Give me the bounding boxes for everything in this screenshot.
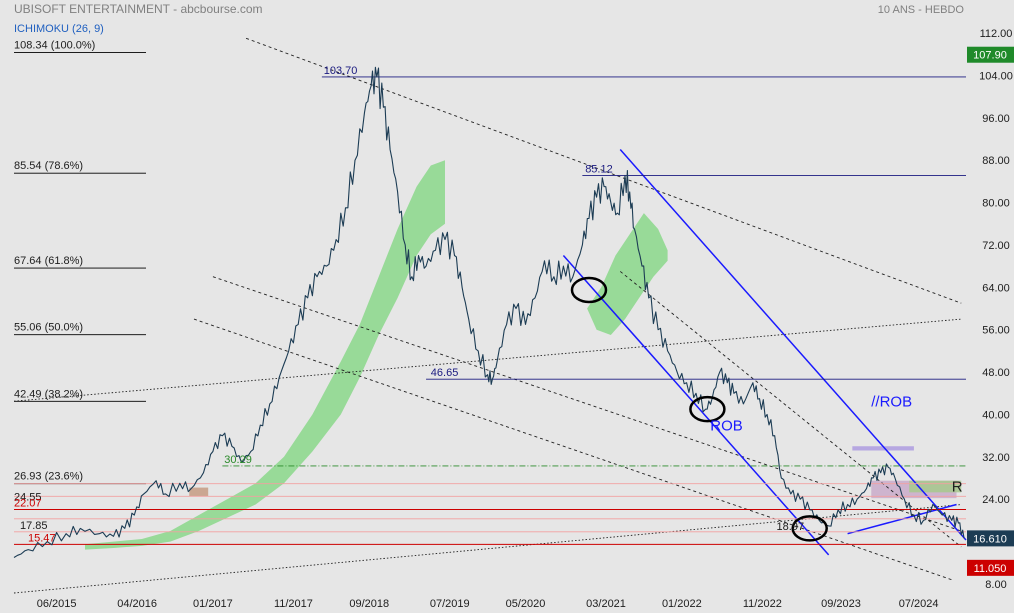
x-tick-label: 11/2017 — [274, 598, 313, 610]
x-tick-label: 09/2023 — [821, 598, 861, 610]
price-badge — [967, 530, 1014, 547]
level-label: 17.85 — [20, 520, 48, 532]
highlight-circle — [570, 276, 608, 304]
uptrend-dotted-upper — [13, 318, 962, 402]
annotation-label: R — [952, 478, 963, 495]
chart-layers: 108.34 (100.0%) 85.54 (78.6%) 67.64 (61.8%… — [13, 28, 1014, 610]
uptrend-dotted-lower — [13, 504, 962, 594]
x-tick-label: 07/2019 — [430, 598, 470, 610]
level-label: 15.47 — [28, 532, 56, 544]
level-label: 24.55 — [14, 491, 42, 503]
fib-label: 85.54 (78.6%) — [14, 160, 83, 172]
rob-channel-lower — [562, 255, 830, 556]
y-tick-label: 48.00 — [982, 367, 1010, 379]
x-tick-label: 05/2020 — [506, 598, 546, 610]
fib-label: 67.64 (61.8%) — [14, 255, 83, 267]
y-tick-label: 104.00 — [979, 70, 1013, 82]
downtrend-dashed-lower — [193, 318, 952, 581]
y-tick-label: 64.00 — [982, 282, 1010, 294]
rob-channel-upper — [619, 149, 967, 541]
fib-label: 55.06 (50.0%) — [14, 322, 83, 334]
x-tick-label: 11/2022 — [743, 598, 782, 610]
y-tick-label: 112.00 — [980, 28, 1013, 40]
chart-title: UBISOFT ENTERTAINMENT - abcbourse.com — [14, 2, 263, 16]
x-tick-label: 04/2016 — [117, 598, 157, 610]
level-label: 30.29 — [224, 454, 252, 466]
price-badge-text: 11.050 — [974, 563, 1007, 575]
x-tick-label: 06/2015 — [37, 598, 77, 610]
level-label: 22.07 — [14, 497, 42, 509]
indicator-label: ICHIMOKU (26, 9) — [14, 23, 104, 35]
y-tick-label: 72.00 — [982, 240, 1010, 252]
level-label: 18.97 — [777, 521, 805, 533]
price-badge — [967, 559, 1014, 576]
y-tick-label: 40.00 — [982, 409, 1010, 421]
highlight-circle — [791, 515, 828, 542]
y-tick-label: 96.00 — [982, 113, 1010, 125]
y-tick-label: 88.00 — [982, 155, 1010, 167]
price-badge-text: 16.610 — [973, 533, 1007, 545]
labels-layer: 108.34 (100.0%) 85.54 (78.6%) 67.64 (61.8%… — [14, 39, 963, 544]
ichimoku-cloud-2024-green — [909, 480, 962, 493]
ichimoku-cloud — [85, 160, 445, 550]
downtrend-dashed-inner — [619, 271, 962, 548]
y-tick-label: 8.00 — [985, 579, 1006, 591]
highlight-circle — [689, 395, 726, 423]
x-tick-label: 09/2018 — [349, 598, 389, 610]
fib-label: 42.49 (38.2%) — [14, 388, 83, 400]
x-tick-label: 01/2022 — [662, 598, 702, 610]
x-tick-label: 01/2017 — [193, 598, 233, 610]
y-tick-label: 24.00 — [982, 494, 1010, 506]
annotation-label: //ROB — [871, 394, 912, 411]
ichimoku-cloud-2016-brown — [189, 487, 209, 497]
ichimoku-cloud-2023-lilac — [852, 446, 914, 451]
y-tick-label: 56.00 — [982, 325, 1010, 337]
y-tick-label: 80.00 — [982, 198, 1010, 210]
x-tick-label: 03/2021 — [586, 598, 626, 610]
fib-label: 26.93 (23.6%) — [14, 471, 83, 483]
level-label: 46.65 — [431, 367, 459, 379]
level-label: 85.12 — [585, 163, 613, 175]
x-tick-label: 07/2024 — [899, 598, 939, 610]
axis-layer: 8.0016.0024.0032.0040.0048.0056.0064.007… — [37, 28, 1014, 610]
ichimoku-cloud-2021 — [587, 213, 668, 335]
annotation-label: ROB — [710, 417, 743, 434]
ichimoku-cloud-layer — [85, 160, 962, 550]
downtrend-dashed-upper — [245, 37, 962, 304]
y-tick-label: 32.00 — [982, 452, 1010, 464]
trendlines-layer — [13, 37, 967, 594]
price-badge-text: 107.90 — [973, 50, 1007, 62]
price-badge — [967, 46, 1014, 63]
level-label: 103.70 — [324, 65, 358, 77]
fib-label: 108.34 (100.0%) — [14, 39, 95, 51]
chart-period: 10 ANS - HEBDO — [878, 4, 965, 16]
circles-layer — [570, 276, 828, 542]
